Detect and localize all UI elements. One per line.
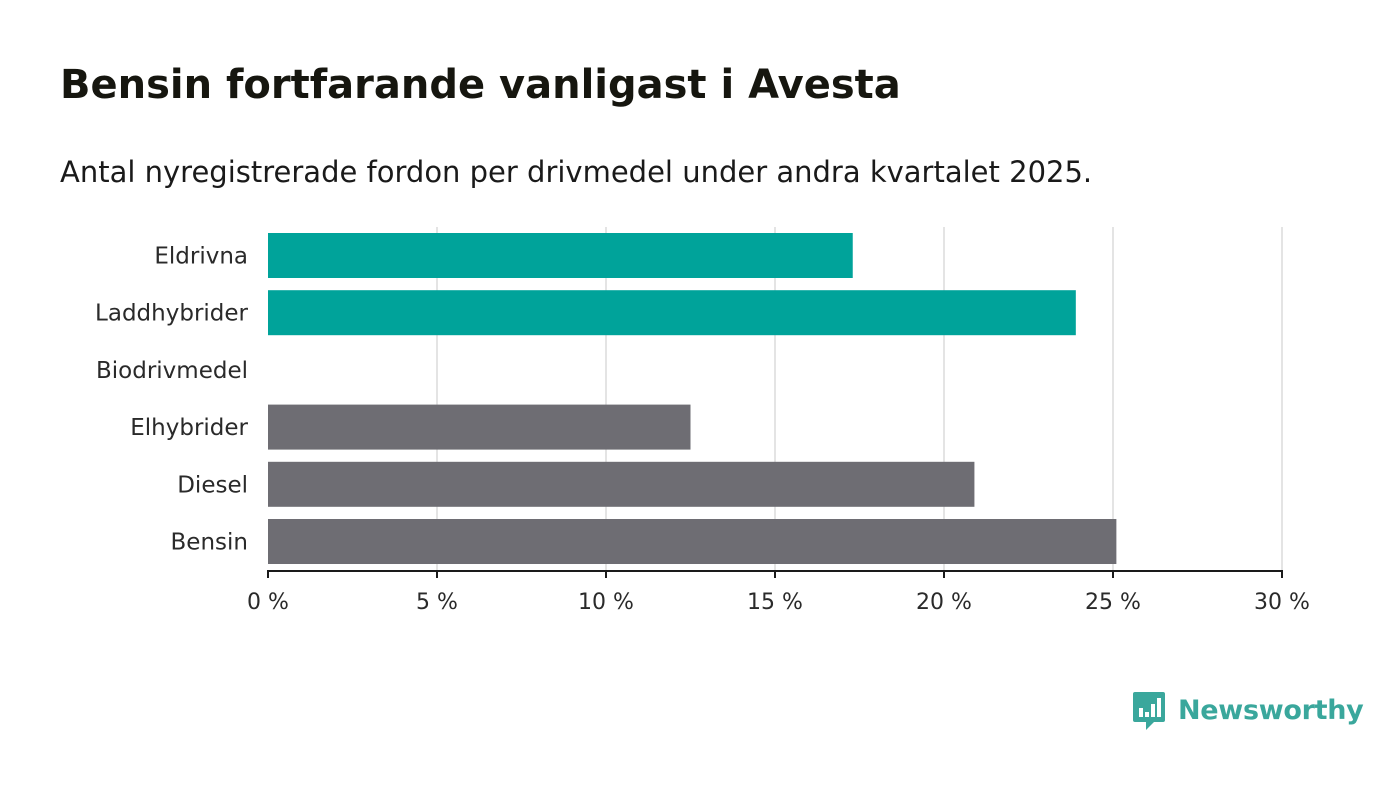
x-axis: 0 % 5 % 10 % 15 % 20 % 25 % 30 % — [247, 570, 1310, 615]
bar-diesel — [268, 461, 975, 507]
category-label: Diesel — [177, 472, 248, 498]
x-tick-label: 5 % — [416, 590, 458, 615]
bar-elhybrider — [268, 404, 691, 450]
x-tick-label: 25 % — [1085, 590, 1141, 615]
x-tick-label: 30 % — [1254, 590, 1310, 615]
category-label: Biodrivmedel — [96, 358, 248, 384]
category-label: Elhybrider — [130, 415, 248, 441]
bar-eldrivna — [268, 233, 853, 278]
brand-name: Newsworthy — [1178, 694, 1364, 726]
category-labels: Eldrivna Laddhybrider Biodrivmedel Elhybrid… — [95, 244, 248, 556]
bar-bensin — [268, 519, 1117, 564]
category-label: Eldrivna — [154, 244, 248, 270]
category-label: Bensin — [171, 530, 248, 556]
x-tick-label: 10 % — [578, 590, 634, 615]
brand-logo: Newsworthy — [1132, 690, 1364, 730]
bar-chart: Eldrivna Laddhybrider Biodrivmedel Elhybrid… — [95, 227, 1310, 615]
newsworthy-logo-icon — [1133, 692, 1165, 730]
category-label: Laddhybrider — [95, 301, 248, 327]
chart-title: Bensin fortfarande vanligast i Avesta — [60, 62, 901, 108]
chart-subtitle: Antal nyregistrerade fordon per drivmede… — [60, 155, 1093, 189]
gridlines — [436, 227, 1283, 571]
x-tick-label: 20 % — [916, 590, 972, 615]
bar-laddhybrider — [268, 290, 1076, 336]
x-tick-label: 15 % — [747, 590, 803, 615]
x-tick-label: 0 % — [247, 590, 289, 615]
bars — [268, 233, 1117, 564]
